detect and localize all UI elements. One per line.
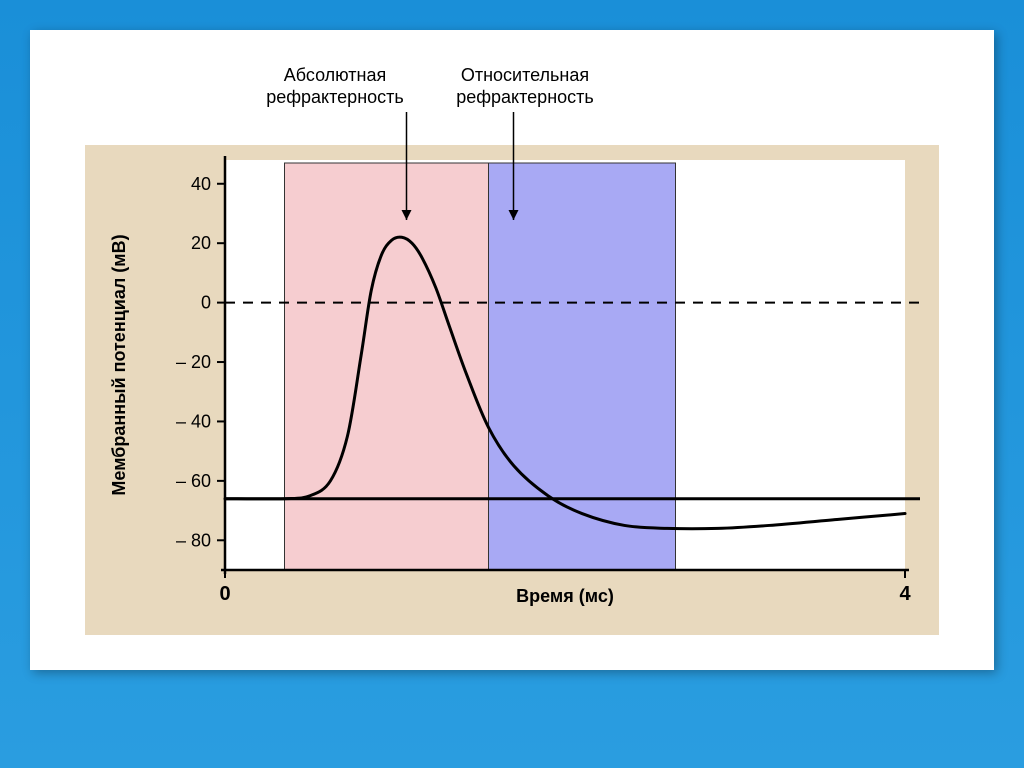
y-tick-label: – 80 — [176, 530, 211, 550]
chart-card: Абсолютная рефрактерность Относительная … — [30, 30, 994, 670]
y-tick-label: – 40 — [176, 411, 211, 431]
x-tick-label: 4 — [899, 583, 911, 605]
y-tick-label: 20 — [191, 233, 211, 253]
region-relative — [489, 163, 676, 570]
region-absolute — [285, 163, 489, 570]
x-tick-label: 0 — [219, 583, 230, 605]
y-tick-label: – 60 — [176, 471, 211, 491]
x-axis-label: Время (мс) — [516, 586, 614, 606]
y-axis-label: Мембранный потенциал (мВ) — [109, 234, 129, 495]
y-tick-label: – 20 — [176, 352, 211, 372]
y-tick-label: 40 — [191, 174, 211, 194]
chart-svg: 40 20 0 – 20 – 40 – 60 – 80 0 4 Время (мс) Мембран… — [30, 30, 994, 670]
page-background: Абсолютная рефрактерность Относительная … — [0, 0, 1024, 768]
y-tick-label: 0 — [201, 293, 211, 313]
